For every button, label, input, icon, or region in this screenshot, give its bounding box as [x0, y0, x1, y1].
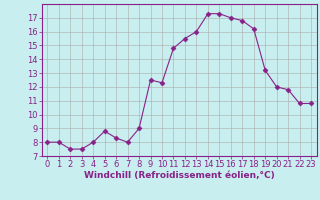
X-axis label: Windchill (Refroidissement éolien,°C): Windchill (Refroidissement éolien,°C)	[84, 171, 275, 180]
